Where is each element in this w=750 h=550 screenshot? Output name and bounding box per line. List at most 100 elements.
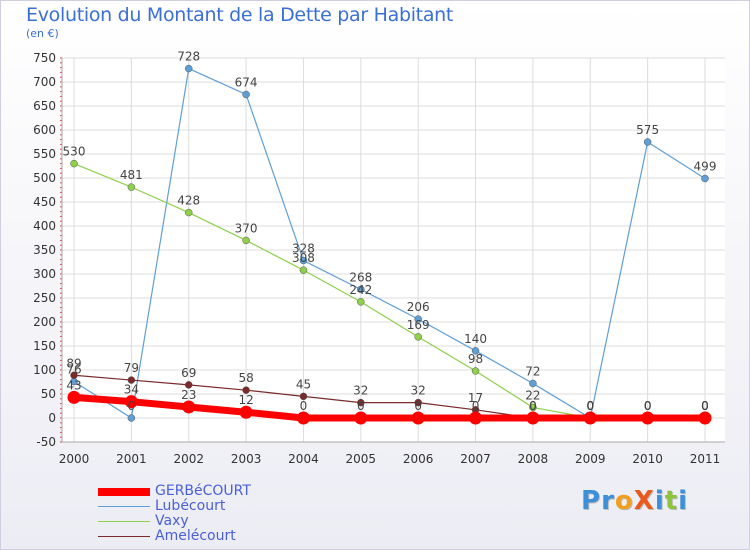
data-label-gerbecourt: 43 bbox=[66, 378, 81, 392]
y-tick-label: 750 bbox=[33, 51, 56, 65]
legend-label-amelecourt: Amelécourt bbox=[155, 528, 236, 544]
data-label-lubecourt: 72 bbox=[525, 364, 540, 378]
logo-letter: P bbox=[581, 486, 602, 516]
data-label-amelecourt: 0 bbox=[701, 399, 709, 413]
x-tick-label: 2004 bbox=[288, 452, 319, 466]
data-label-amelecourt: 17 bbox=[468, 391, 483, 405]
data-point-gerbecourt bbox=[698, 411, 712, 425]
data-label-gerbecourt: 0 bbox=[300, 399, 308, 413]
data-label-lubecourt: 0 bbox=[128, 399, 136, 413]
proxiti-logo: ProXiti bbox=[581, 486, 688, 516]
data-label-amelecourt: 69 bbox=[181, 366, 196, 380]
data-point-lubecourt bbox=[643, 138, 652, 146]
data-point-gerbecourt bbox=[124, 395, 138, 409]
data-label-gerbecourt: 0 bbox=[472, 399, 480, 413]
data-label-amelecourt: 79 bbox=[124, 361, 139, 375]
data-point-lubecourt bbox=[127, 414, 136, 422]
data-label-gerbecourt: 12 bbox=[238, 393, 253, 407]
legend-label-gerbecourt: GERBéCOURT bbox=[155, 483, 251, 499]
data-label-vaxy: 98 bbox=[468, 352, 483, 366]
data-label-gerbecourt: 0 bbox=[586, 399, 594, 413]
data-point-vaxy bbox=[529, 403, 537, 412]
data-label-gerbecourt: 0 bbox=[701, 399, 709, 413]
data-label-lubecourt: 728 bbox=[177, 50, 200, 64]
y-tick-label: 100 bbox=[33, 363, 56, 377]
y-tick-label: 0 bbox=[48, 411, 56, 425]
data-point-gerbecourt bbox=[641, 411, 655, 425]
chart-unit: (en €) bbox=[26, 27, 59, 40]
data-label-vaxy: 428 bbox=[177, 194, 200, 208]
data-label-vaxy: 242 bbox=[349, 283, 372, 297]
data-label-vaxy: 370 bbox=[235, 221, 258, 235]
x-tick-label: 2010 bbox=[632, 452, 663, 466]
legend-item-vaxy: Vaxy bbox=[98, 513, 298, 529]
data-point-vaxy bbox=[357, 298, 365, 306]
y-tick-label: 250 bbox=[33, 291, 56, 305]
data-label-amelecourt: 0 bbox=[586, 399, 594, 413]
legend-item-lubecourt: Lubécourt bbox=[98, 498, 298, 514]
data-label-vaxy: 0 bbox=[701, 399, 709, 413]
x-tick-label: 2009 bbox=[575, 452, 606, 466]
x-tick-label: 2003 bbox=[231, 452, 262, 466]
y-tick-label: 350 bbox=[33, 243, 56, 257]
data-label-vaxy: 530 bbox=[63, 145, 86, 159]
data-label-amelecourt: 0 bbox=[529, 399, 537, 413]
data-label-lubecourt: 0 bbox=[586, 399, 594, 413]
data-point-amelecourt bbox=[299, 392, 308, 401]
data-label-gerbecourt: 0 bbox=[644, 399, 652, 413]
data-point-gerbecourt bbox=[296, 411, 310, 425]
legend-swatch-gerbecourt bbox=[98, 488, 150, 496]
data-point-lubecourt bbox=[701, 174, 709, 183]
series-line-gerbecourt bbox=[73, 393, 705, 422]
data-point-gerbecourt bbox=[239, 405, 253, 419]
data-point-vaxy bbox=[414, 333, 422, 341]
legend-swatch-lubecourt bbox=[98, 506, 150, 507]
x-tick-label: 2002 bbox=[173, 452, 204, 466]
logo-letter: o bbox=[614, 486, 634, 516]
data-point-lubecourt bbox=[471, 347, 480, 355]
data-label-vaxy: 169 bbox=[407, 318, 430, 332]
data-point-amelecourt bbox=[70, 371, 78, 380]
data-label-lubecourt: 328 bbox=[292, 242, 315, 256]
data-point-gerbecourt bbox=[182, 400, 196, 414]
logo-letter: i bbox=[678, 486, 689, 516]
data-label-vaxy: 0 bbox=[644, 399, 652, 413]
x-tick-label: 2008 bbox=[518, 452, 549, 466]
y-tick-label: 50 bbox=[41, 387, 56, 401]
y-tick-label: 450 bbox=[33, 195, 56, 209]
y-tick-label: 600 bbox=[33, 123, 56, 137]
data-label-amelecourt: 32 bbox=[353, 384, 368, 398]
legend-swatch-vaxy bbox=[98, 521, 150, 522]
data-label-amelecourt: 45 bbox=[296, 377, 311, 391]
data-point-gerbecourt bbox=[526, 411, 540, 425]
data-label-lubecourt: 575 bbox=[636, 123, 659, 137]
data-label-gerbecourt: 0 bbox=[529, 399, 537, 413]
data-label-lubecourt: 268 bbox=[349, 270, 372, 284]
data-label-vaxy: 481 bbox=[120, 168, 143, 182]
y-tick-label: 400 bbox=[33, 219, 56, 233]
data-label-lubecourt: 499 bbox=[694, 159, 717, 173]
y-tick-label: 200 bbox=[33, 315, 56, 329]
data-point-lubecourt bbox=[184, 64, 193, 73]
y-tick-label: 500 bbox=[33, 171, 56, 185]
data-point-amelecourt bbox=[242, 386, 250, 394]
legend-item-amelecourt: Amelécourt bbox=[98, 528, 298, 544]
data-label-gerbecourt: 0 bbox=[357, 399, 365, 413]
data-point-gerbecourt bbox=[411, 411, 425, 425]
data-label-lubecourt: 206 bbox=[407, 300, 430, 314]
data-label-vaxy: 22 bbox=[525, 388, 540, 402]
data-point-lubecourt bbox=[357, 285, 365, 294]
logo-letter: i bbox=[654, 486, 665, 516]
data-label-amelecourt: 89 bbox=[66, 356, 81, 370]
logo-letter: X bbox=[633, 486, 655, 516]
x-tick-label: 2000 bbox=[59, 452, 90, 466]
data-label-lubecourt: 76 bbox=[66, 363, 81, 377]
data-point-amelecourt bbox=[127, 376, 136, 384]
data-point-lubecourt bbox=[242, 90, 250, 99]
data-point-gerbecourt bbox=[469, 411, 483, 425]
y-tick-label: 650 bbox=[33, 99, 56, 113]
data-point-gerbecourt bbox=[354, 411, 368, 425]
data-point-vaxy bbox=[127, 183, 136, 191]
x-tick-label: 2001 bbox=[116, 452, 147, 466]
